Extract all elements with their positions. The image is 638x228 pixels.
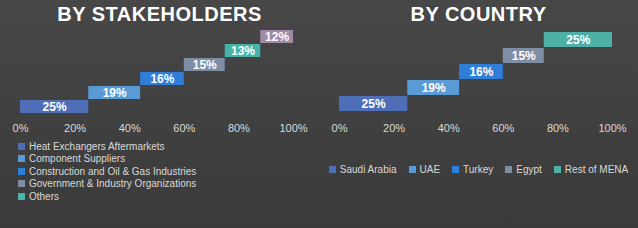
- svg-text:15%: 15%: [512, 49, 536, 63]
- html-text:Heat Exchangers Aftermarkets: Heat Exchangers Aftermarkets: [29, 140, 165, 152]
- svg-text:60%: 60%: [173, 122, 195, 134]
- html-text:Egypt: Egypt: [516, 164, 542, 175]
- svg-text:16%: 16%: [469, 65, 493, 79]
- svg-text:60%: 60%: [492, 122, 514, 134]
- svg-text:40%: 40%: [438, 122, 460, 134]
- svg-text:25%: 25%: [566, 33, 590, 47]
- svg-text:25%: 25%: [43, 100, 67, 114]
- html-text:Others: Others: [29, 190, 59, 202]
- svg-text:100%: 100%: [279, 122, 307, 134]
- html-text:Rest of MENA: Rest of MENA: [564, 164, 629, 175]
- html-text:Government & Industry Organiza: Government & Industry Organizations: [29, 178, 197, 190]
- html-text:Turkey: Turkey: [463, 164, 494, 175]
- svg-text:80%: 80%: [547, 122, 569, 134]
- svg-text:20%: 20%: [64, 122, 86, 134]
- svg-text:16%: 16%: [150, 72, 174, 86]
- svg-text:0%: 0%: [13, 122, 29, 134]
- svg-text:19%: 19%: [103, 86, 127, 100]
- svg-text:0%: 0%: [332, 122, 348, 134]
- svg-text:40%: 40%: [119, 122, 141, 134]
- svg-text:25%: 25%: [362, 97, 386, 111]
- svg-text:15%: 15%: [193, 58, 217, 72]
- svg-text:12%: 12%: [265, 30, 289, 44]
- html-text:Saudi Arabia: Saudi Arabia: [339, 164, 397, 175]
- svg-text:80%: 80%: [228, 122, 250, 134]
- html-text:UAE: UAE: [419, 164, 441, 175]
- svg-text:100%: 100%: [598, 122, 626, 134]
- svg-text:20%: 20%: [383, 122, 405, 134]
- html-text:Construction and Oil & Gas Ind: Construction and Oil & Gas Industries: [29, 165, 197, 177]
- html-text:BY STAKEHOLDERS: BY STAKEHOLDERS: [57, 3, 262, 25]
- svg-text:19%: 19%: [422, 81, 446, 95]
- html-text:BY COUNTRY: BY COUNTRY: [410, 3, 547, 25]
- html-text:Component Suppliers: Component Suppliers: [29, 153, 126, 165]
- svg-text:13%: 13%: [231, 44, 255, 58]
